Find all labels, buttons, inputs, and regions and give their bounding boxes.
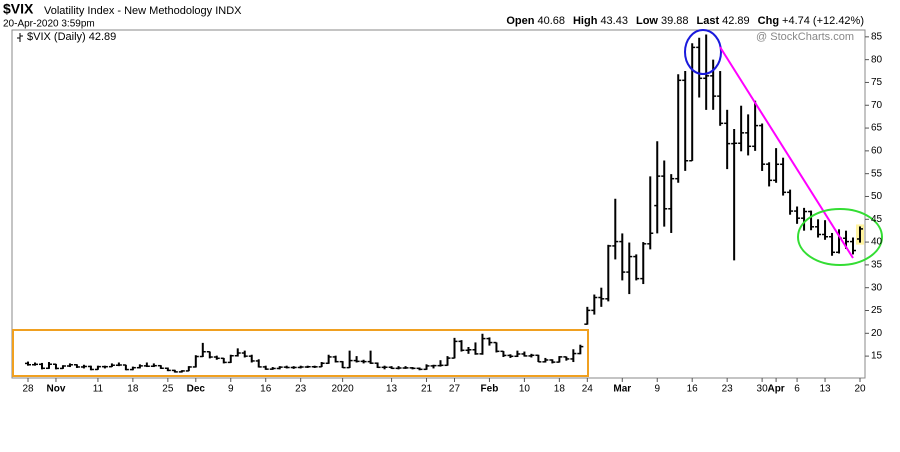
quote-item: Low 39.88 <box>636 15 689 27</box>
y-tick-label: 65 <box>871 123 883 134</box>
quote-value: +4.74 (+12.42%) <box>782 15 864 27</box>
quote-item: High 43.43 <box>573 15 628 27</box>
y-tick-label: 15 <box>871 351 883 362</box>
x-tick-label: 11 <box>93 384 104 395</box>
bars <box>25 34 864 373</box>
legend-label: $VIX (Daily) 42.89 <box>27 31 116 43</box>
x-tick-label: 23 <box>722 384 734 395</box>
y-tick-label: 35 <box>871 260 883 271</box>
watermark: @ StockCharts.com <box>756 31 854 43</box>
x-tick-label: 20 <box>854 384 866 395</box>
x-tick-label: 24 <box>582 384 594 395</box>
quote-label: Low <box>635 15 658 27</box>
x-tick-label: 21 <box>421 384 433 395</box>
x-tick-label: 2020 <box>331 384 354 395</box>
x-tick-label: 18 <box>554 384 566 395</box>
quote-label: Open <box>506 15 535 27</box>
quote-label: Last <box>696 15 720 27</box>
x-tick-label: 30 <box>757 384 769 395</box>
y-tick-label: 75 <box>871 77 883 88</box>
y-tick-label: 50 <box>871 191 883 202</box>
quote-bar: Open 40.68 High 43.43 Low 39.88 Last 42.89 Chg +4… <box>506 15 864 27</box>
x-tick-label: 25 <box>162 384 174 395</box>
y-tick-label: 20 <box>871 328 883 339</box>
y-tick-label: 45 <box>871 214 883 225</box>
chart-title: Volatility Index - New Methodology INDX <box>44 5 242 17</box>
x-tick-label: 13 <box>386 384 398 395</box>
date: 20-Apr-2020 3:59pm <box>3 19 95 30</box>
y-tick-label: 40 <box>871 237 883 248</box>
quote-item: Chg +4.74 (+12.42%) <box>758 15 864 27</box>
y-tick-label: 60 <box>871 146 883 157</box>
y-tick-label: 30 <box>871 282 883 293</box>
quote-value: 39.88 <box>660 15 689 27</box>
x-tick-label: Mar <box>613 384 631 395</box>
quote-label: High <box>572 15 598 27</box>
y-tick-label: 85 <box>871 31 883 42</box>
x-tick-label: 16 <box>687 384 699 395</box>
x-tick-label: 10 <box>519 384 531 395</box>
y-tick-label: 55 <box>871 168 883 179</box>
plot-frame <box>11 29 866 379</box>
legend: $VIX (Daily) 42.89 <box>17 31 116 43</box>
quote-value: 40.68 <box>537 15 565 27</box>
x-tick-label: 18 <box>127 384 139 395</box>
x-tick-label: 28 <box>22 384 34 395</box>
x-tick-label: Dec <box>187 384 206 395</box>
x-tick-label: Apr <box>767 384 784 395</box>
x-tick-label: Nov <box>47 384 66 395</box>
x-tick-label: 27 <box>449 384 461 395</box>
x-tick-label: 9 <box>228 384 234 395</box>
x-tick-label: 9 <box>654 384 660 395</box>
quote-item: Open 40.68 <box>506 15 565 27</box>
peak-circle <box>684 29 722 75</box>
x-tick-label: Feb <box>481 384 499 395</box>
y-tick-label: 25 <box>871 305 883 316</box>
x-tick-label: 6 <box>794 384 800 395</box>
symbol: $VIX <box>3 1 34 17</box>
x-tick-label: 13 <box>819 384 831 395</box>
quote-item: Last 42.89 <box>697 15 750 27</box>
quote-label: Chg <box>757 15 780 27</box>
y-tick-label: 70 <box>871 100 883 111</box>
bottom-ellipse <box>797 208 883 266</box>
y-tick-label: 80 <box>871 54 883 65</box>
x-tick-label: 23 <box>295 384 307 395</box>
quote-value: 42.89 <box>722 15 750 27</box>
quote-value: 43.43 <box>600 15 628 27</box>
range-box <box>12 329 589 377</box>
x-tick-label: 16 <box>260 384 272 395</box>
trend-line <box>719 46 854 259</box>
